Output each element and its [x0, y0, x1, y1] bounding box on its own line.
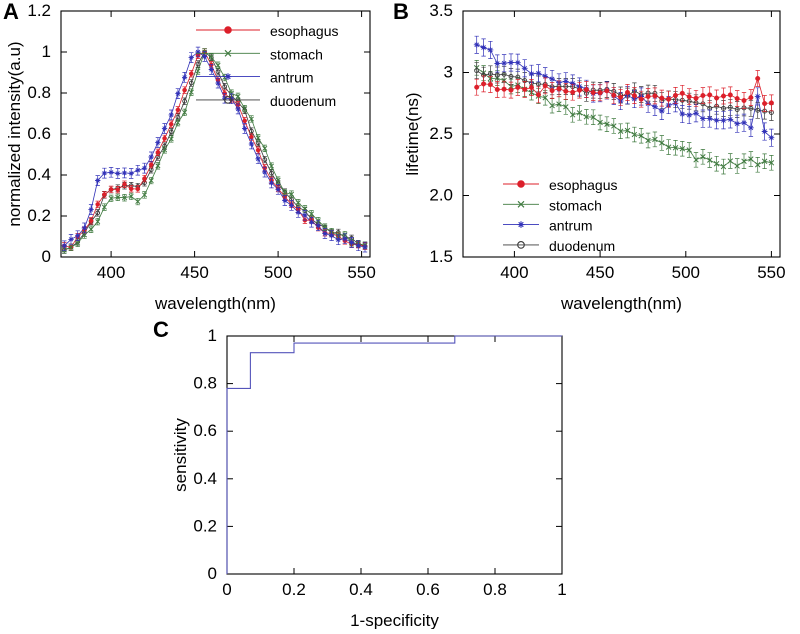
svg-text:0.6: 0.6 [27, 124, 51, 143]
svg-text:0.6: 0.6 [193, 421, 217, 440]
svg-text:1.5: 1.5 [429, 247, 453, 266]
svg-text:2.0: 2.0 [429, 186, 453, 205]
svg-text:antrum: antrum [549, 218, 593, 234]
svg-text:esophagus: esophagus [270, 23, 339, 39]
svg-text:0.8: 0.8 [193, 374, 217, 393]
svg-text:normalized intensity(a.u): normalized intensity(a.u) [5, 41, 24, 226]
svg-text:B: B [393, 0, 409, 24]
svg-text:sensitivity: sensitivity [171, 418, 190, 492]
svg-text:wavelength(nm): wavelength(nm) [154, 294, 276, 313]
svg-text:duodenum: duodenum [549, 238, 615, 254]
svg-text:450: 450 [180, 263, 208, 282]
svg-text:0: 0 [222, 580, 231, 599]
svg-text:1: 1 [42, 42, 51, 61]
svg-text:400: 400 [97, 263, 125, 282]
svg-text:3.5: 3.5 [429, 1, 453, 20]
svg-text:0.8: 0.8 [483, 580, 507, 599]
svg-text:550: 550 [757, 263, 785, 282]
svg-text:0: 0 [42, 247, 51, 266]
svg-text:550: 550 [347, 263, 375, 282]
svg-text:1: 1 [557, 580, 566, 599]
svg-text:lifetime(ns): lifetime(ns) [403, 92, 422, 175]
svg-text:A: A [3, 0, 19, 24]
svg-text:450: 450 [586, 263, 614, 282]
svg-text:1-specificity: 1-specificity [350, 611, 439, 629]
svg-text:3: 3 [444, 63, 453, 82]
svg-text:0.4: 0.4 [193, 469, 217, 488]
svg-text:0.2: 0.2 [27, 206, 51, 225]
svg-text:0.6: 0.6 [416, 580, 440, 599]
svg-text:400: 400 [500, 263, 528, 282]
svg-text:0.2: 0.2 [282, 580, 306, 599]
svg-text:0.4: 0.4 [349, 580, 373, 599]
svg-text:0: 0 [208, 564, 217, 583]
svg-text:0.8: 0.8 [27, 83, 51, 102]
svg-text:1.2: 1.2 [27, 1, 51, 20]
svg-text:500: 500 [264, 263, 292, 282]
svg-text:stomach: stomach [549, 197, 602, 213]
svg-text:esophagus: esophagus [549, 177, 618, 193]
svg-text:wavelength(nm): wavelength(nm) [560, 294, 682, 313]
svg-text:0.2: 0.2 [193, 516, 217, 535]
svg-text:2.5: 2.5 [429, 124, 453, 143]
svg-text:stomach: stomach [270, 46, 323, 62]
svg-text:500: 500 [672, 263, 700, 282]
svg-text:0.4: 0.4 [27, 165, 51, 184]
svg-text:C: C [153, 317, 169, 342]
svg-text:1: 1 [208, 326, 217, 345]
svg-text:antrum: antrum [270, 70, 314, 86]
svg-text:duodenum: duodenum [270, 93, 336, 109]
